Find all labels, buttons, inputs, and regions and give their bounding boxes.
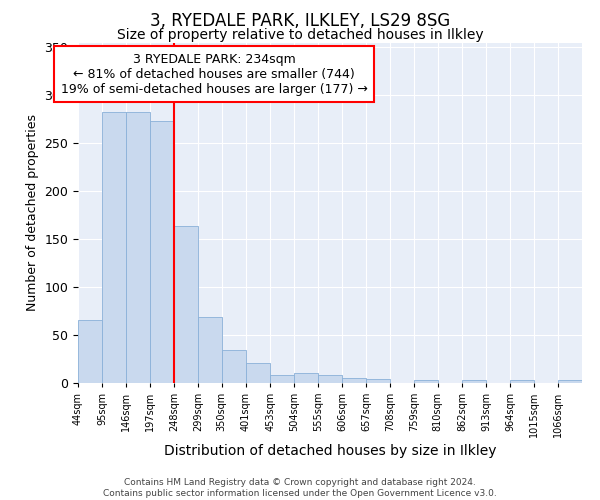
Bar [126,112,150,382]
Bar [294,373,318,382]
Bar [245,364,270,382]
Bar [174,226,198,382]
Bar [150,121,174,382]
Text: Size of property relative to detached houses in Ilkley: Size of property relative to detached ho… [116,28,484,42]
Text: Contains HM Land Registry data © Crown copyright and database right 2024.
Contai: Contains HM Land Registry data © Crown c… [103,478,497,498]
Bar [78,320,102,382]
Bar [318,375,342,382]
Text: 3 RYEDALE PARK: 234sqm
← 81% of detached houses are smaller (744)
19% of semi-de: 3 RYEDALE PARK: 234sqm ← 81% of detached… [61,52,368,96]
Bar [198,318,222,382]
Bar [510,380,534,382]
Bar [270,375,294,382]
Bar [102,112,126,382]
Bar [414,380,438,382]
Bar [462,380,486,382]
X-axis label: Distribution of detached houses by size in Ilkley: Distribution of detached houses by size … [164,444,496,458]
Y-axis label: Number of detached properties: Number of detached properties [26,114,39,311]
Bar [342,378,366,382]
Bar [366,378,390,382]
Bar [558,380,582,382]
Text: 3, RYEDALE PARK, ILKLEY, LS29 8SG: 3, RYEDALE PARK, ILKLEY, LS29 8SG [150,12,450,30]
Bar [222,350,245,382]
